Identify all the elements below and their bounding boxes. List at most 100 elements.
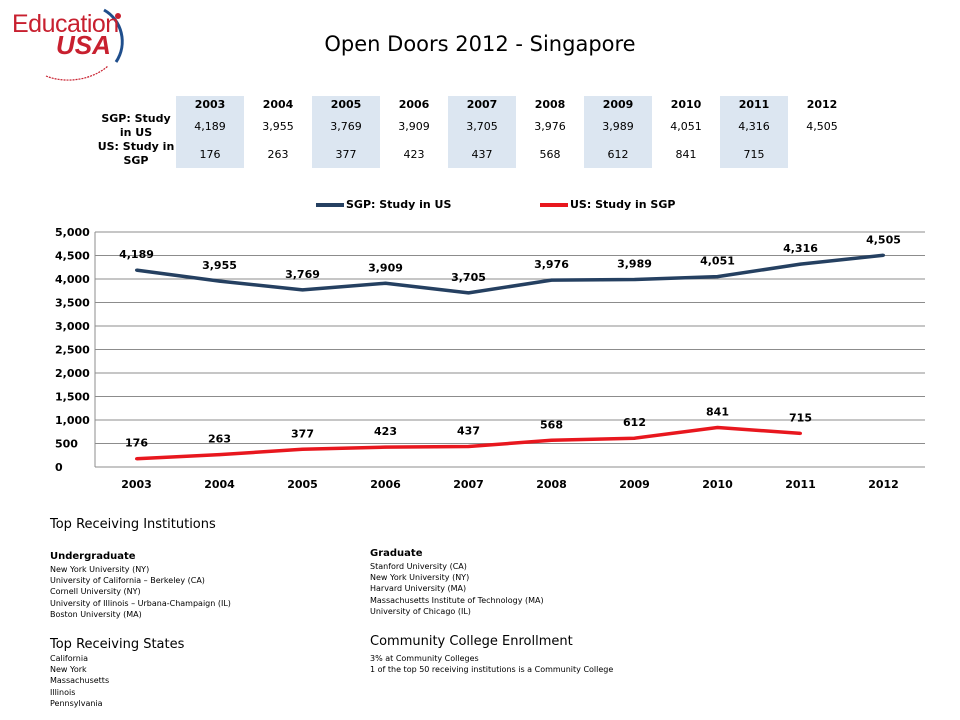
list-item: Illinois (50, 687, 76, 697)
series-point-1 (301, 447, 304, 451)
data-label: 423 (374, 425, 397, 438)
x-tick-label: 2012 (868, 478, 899, 491)
series-point-0 (550, 278, 553, 282)
table-cell: 612 (584, 140, 652, 168)
states-list: California New York Massachusetts Illino… (50, 653, 109, 709)
x-tick-label: 2010 (702, 478, 733, 491)
data-label: 377 (291, 427, 314, 440)
series-point-0 (799, 262, 802, 266)
series-point-1 (467, 444, 470, 448)
table-cell: 3,769 (312, 112, 380, 140)
data-label: 4,316 (783, 242, 818, 255)
legend-item-sgp: SGP: Study in US (316, 198, 451, 211)
table-cell: 176 (176, 140, 244, 168)
y-tick-label: 2,000 (55, 367, 90, 380)
data-label: 3,955 (202, 259, 237, 272)
series-point-1 (633, 436, 636, 440)
y-tick-label: 1,000 (55, 414, 90, 427)
table-year-2008: 2008 (534, 97, 566, 111)
x-tick-label: 2009 (619, 478, 650, 491)
table-cell: 4,316 (720, 112, 788, 140)
table-cell: 715 (720, 140, 788, 168)
series-point-0 (218, 279, 221, 283)
grad-list: Stanford University (CA) New York Univer… (370, 561, 544, 617)
x-tick-label: 2006 (370, 478, 401, 491)
list-item: Harvard University (MA) (370, 584, 467, 594)
series-line-0 (136, 253, 884, 295)
y-tick-label: 1,500 (55, 391, 90, 404)
list-item: California (50, 654, 88, 663)
table-year-2006: 2006 (398, 97, 430, 111)
list-item: 3% at Community Colleges (370, 654, 479, 663)
list-item: Massachusetts Institute of Technology (M… (370, 595, 544, 605)
series-point-1 (218, 453, 221, 457)
series-point-0 (135, 268, 138, 272)
education-usa-logo: Education USA (8, 4, 126, 84)
table-cell: 377 (312, 140, 380, 168)
table-cell (788, 140, 856, 168)
data-label: 612 (623, 416, 646, 429)
logo-text-usa: USA (56, 30, 111, 60)
table-cell: 4,505 (806, 119, 838, 133)
grad-heading: Graduate (370, 548, 423, 559)
table-cell: 3,909 (398, 119, 430, 133)
table-cell: 3,976 (534, 119, 566, 133)
data-label: 568 (540, 418, 563, 431)
x-tick-label: 2007 (453, 478, 484, 491)
series-point-0 (882, 253, 885, 257)
row-label-sgp-line1: SGP: Study (101, 112, 171, 125)
series-point-1 (550, 438, 553, 442)
table-year-row: 2003 2004 2005 2006 2007 2008 2009 2010 … (96, 96, 856, 112)
data-label: 176 (125, 437, 148, 450)
list-item: Cornell University (NY) (50, 587, 141, 597)
logo-swoosh-icon (45, 8, 124, 81)
series-point-0 (301, 288, 304, 292)
x-tick-label: 2011 (785, 478, 816, 491)
y-tick-label: 4,500 (55, 250, 90, 263)
list-item: Boston University (MA) (50, 609, 142, 619)
y-tick-label: 2,500 (55, 344, 90, 357)
table-year-2007: 2007 (448, 96, 516, 112)
y-tick-label: 3,000 (55, 320, 90, 333)
table-year-2005: 2005 (312, 96, 380, 112)
data-table: 2003 2004 2005 2006 2007 2008 2009 2010 … (96, 96, 856, 168)
list-item: University of Chicago (IL) (370, 606, 471, 616)
table-row-us: US: Study in SGP 176 263 377 423 437 568 … (96, 140, 856, 168)
community-title: Community College Enrollment (370, 634, 573, 649)
row-label-us-line2: SGP (123, 154, 149, 167)
series-point-0 (467, 291, 470, 295)
undergrad-list: New York University (NY) University of C… (50, 564, 231, 620)
table-row-sgp: SGP: Study in US 4,189 3,955 3,769 3,909 … (96, 112, 856, 140)
table-cell: 568 (539, 147, 561, 161)
data-label: 3,769 (285, 268, 320, 281)
x-tick-label: 2004 (204, 478, 235, 491)
legend-swatch-sgp (316, 203, 344, 207)
table-cell: 423 (403, 147, 425, 161)
series-point-0 (716, 275, 719, 279)
table-cell: 3,955 (262, 119, 294, 133)
list-item: New York University (NY) (370, 573, 470, 583)
legend-swatch-us (540, 203, 568, 207)
data-label: 4,189 (119, 248, 154, 261)
legend-item-us: US: Study in SGP (540, 198, 675, 211)
list-item: 1 of the top 50 receiving institutions i… (370, 665, 614, 675)
series-point-0 (633, 278, 636, 282)
table-cell: 3,989 (584, 112, 652, 140)
data-label: 3,909 (368, 261, 403, 274)
row-label-sgp-line2: in US (119, 126, 153, 139)
y-tick-label: 0 (55, 461, 63, 474)
list-item: University of Illinois – Urbana-Champaig… (50, 598, 231, 608)
list-item: Massachusetts (50, 676, 110, 686)
table-year-2009: 2009 (584, 96, 652, 112)
list-item: New York (50, 665, 87, 675)
data-label: 437 (457, 424, 480, 437)
list-item: Pennsylvania (50, 698, 103, 708)
x-tick-label: 2003 (121, 478, 152, 491)
table-year-2004: 2004 (262, 97, 294, 111)
data-label: 263 (208, 433, 231, 446)
legend-label-sgp: SGP: Study in US (346, 198, 452, 211)
data-label: 3,976 (534, 258, 569, 271)
data-label: 4,505 (866, 233, 901, 246)
undergrad-heading: Undergraduate (50, 551, 136, 562)
y-tick-label: 500 (55, 438, 78, 451)
